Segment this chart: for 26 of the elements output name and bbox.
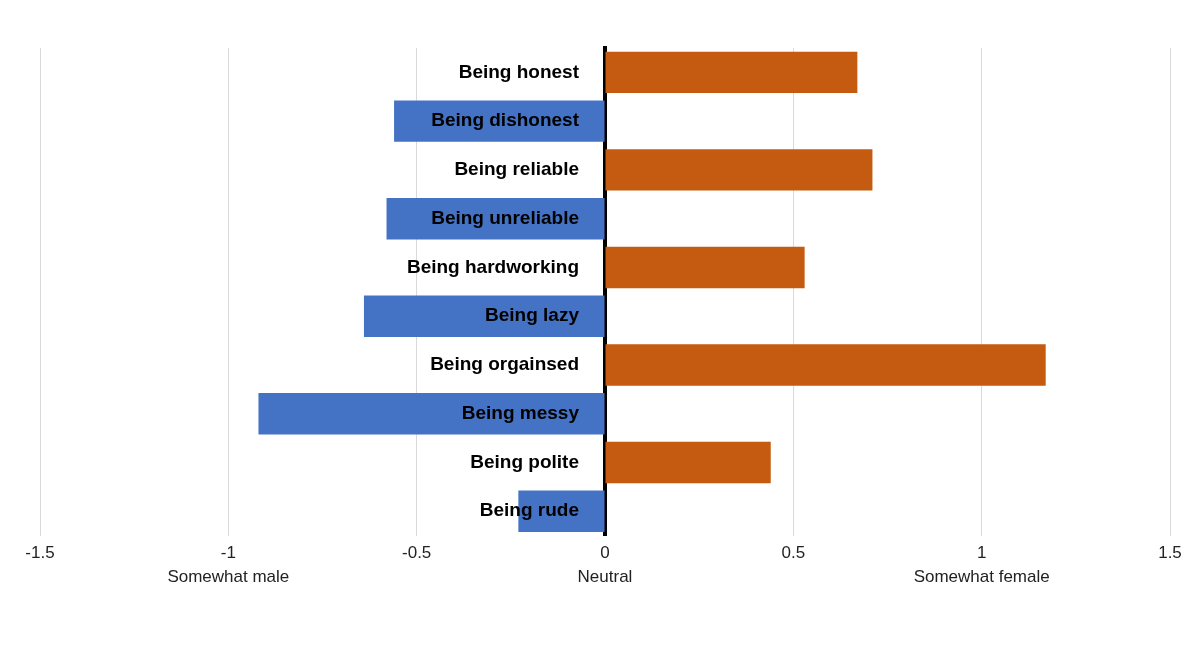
- y-tick-label: Being orgainsed: [430, 353, 579, 375]
- y-tick-label: Being messy: [461, 401, 580, 423]
- x-tick-label: -1: [220, 543, 236, 563]
- bar: [605, 441, 771, 484]
- x-tick-label: -0.5: [402, 543, 432, 563]
- bar: [605, 149, 873, 191]
- text: Neutral: [577, 567, 633, 587]
- bar: [258, 392, 605, 435]
- y-tick-label: Being polite: [470, 450, 579, 472]
- x-tick-label: 1.5: [1158, 543, 1182, 563]
- bar: [605, 344, 1046, 386]
- y-tick-label: Being lazy: [485, 304, 580, 326]
- x-tick-label: 1: [976, 543, 987, 563]
- y-tick-label: Being dishonest: [431, 109, 580, 131]
- bar: [605, 51, 858, 94]
- y-tick-label: Being unreliable: [431, 206, 579, 228]
- y-tick-label: Being hardworking: [406, 255, 579, 277]
- y-tick-label: Being reliable: [454, 158, 579, 180]
- text: Somewhat female: [913, 567, 1050, 587]
- bar: [363, 295, 605, 337]
- x-tick-label: -1.5: [25, 543, 55, 563]
- x-tick-label: 0.5: [781, 543, 806, 563]
- x-tick-label: 0: [600, 543, 610, 563]
- text: Somewhat male: [167, 567, 290, 587]
- y-tick-label: Being honest: [458, 60, 580, 82]
- bar: [605, 246, 805, 289]
